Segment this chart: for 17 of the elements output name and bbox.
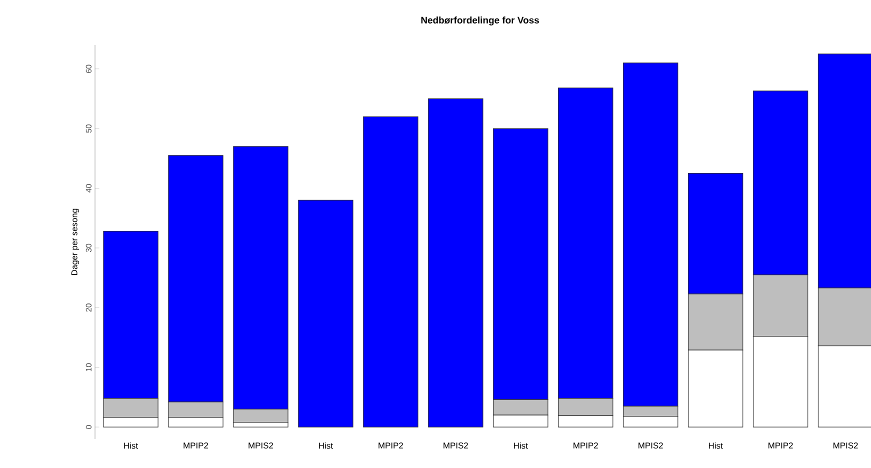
- bar: [428, 98, 484, 428]
- x-tick-label: MPIP2: [378, 442, 403, 448]
- bar: [363, 116, 418, 428]
- x-tick-label: MPIS2: [248, 442, 273, 448]
- x-tick-label: MPIS2: [638, 442, 663, 448]
- x-tick-label: MPIP2: [184, 442, 208, 448]
- chart-title: Nedbørfordelinge for Voss: [421, 16, 539, 26]
- x-tick-label: Hist: [319, 442, 333, 449]
- x-tick-label: MPIS2: [444, 442, 468, 448]
- x-tick-label: MPIP2: [768, 442, 793, 448]
- bar: [298, 200, 354, 428]
- x-tick-label: Hist: [124, 442, 138, 449]
- y-axis-title: Dager per sesong: [71, 208, 79, 275]
- x-tick-label: Hist: [708, 442, 723, 449]
- x-tick-label: MPIP2: [574, 442, 598, 448]
- x-tick-label: MPIS2: [833, 442, 858, 448]
- x-tick-label: Hist: [514, 442, 528, 449]
